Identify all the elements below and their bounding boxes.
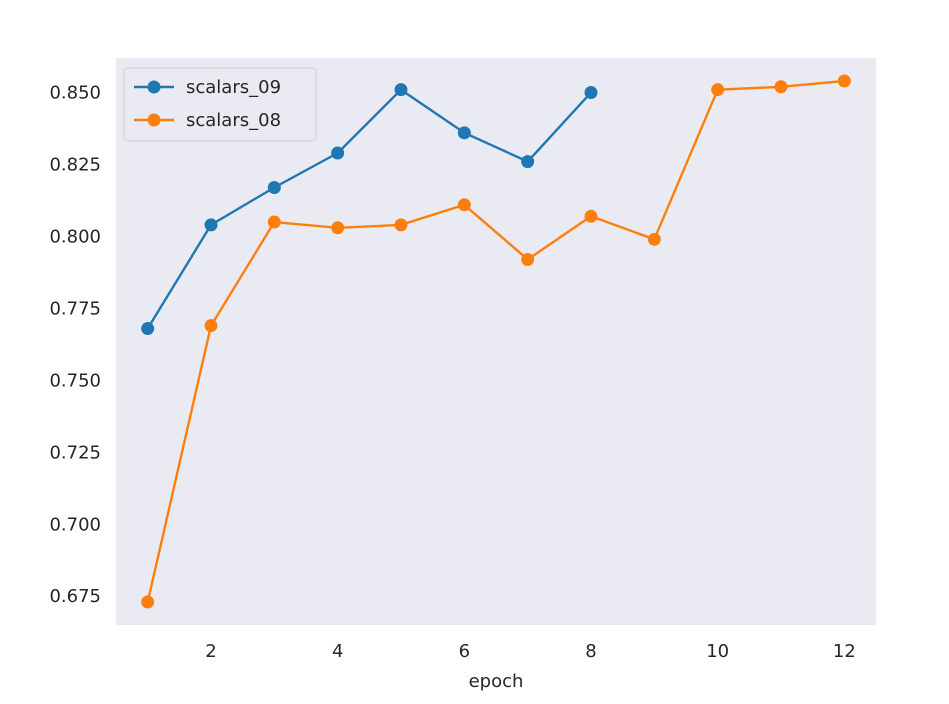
x-axis-label: epoch bbox=[469, 671, 524, 692]
legend-label: scalars_08 bbox=[186, 110, 281, 131]
legend-label: scalars_09 bbox=[186, 77, 281, 98]
legend-entry: scalars_09 bbox=[134, 77, 281, 98]
legend-entry: scalars_08 bbox=[134, 110, 281, 131]
y-tick-label: 0.850 bbox=[49, 83, 101, 104]
y-tick-label: 0.750 bbox=[49, 370, 101, 391]
plot-background bbox=[116, 58, 876, 625]
series-scalars_08 bbox=[141, 74, 851, 609]
data-point bbox=[267, 215, 281, 229]
data-point bbox=[457, 198, 471, 212]
y-tick-label: 0.725 bbox=[49, 442, 101, 463]
y-tick-label: 0.800 bbox=[49, 226, 101, 247]
x-tick-label: 10 bbox=[706, 641, 729, 662]
data-point bbox=[394, 83, 408, 97]
data-point bbox=[711, 83, 725, 97]
data-point bbox=[267, 181, 281, 195]
data-point bbox=[584, 209, 598, 223]
data-point bbox=[141, 595, 155, 609]
legend-marker bbox=[147, 80, 161, 94]
x-tick-label: 4 bbox=[332, 641, 343, 662]
data-point bbox=[331, 221, 345, 235]
data-point bbox=[331, 146, 345, 160]
series-line bbox=[146, 88, 592, 330]
x-tick-label: 8 bbox=[585, 641, 596, 662]
series-layer bbox=[141, 74, 851, 609]
y-axis-ticks: 0.675 0.700 0.725 0.750 0.775 0.800 0.825 0.850 bbox=[49, 83, 101, 608]
data-point bbox=[837, 74, 851, 88]
x-tick-label: 2 bbox=[205, 641, 216, 662]
data-point bbox=[521, 252, 535, 266]
data-point bbox=[204, 218, 218, 232]
legend: scalars_09 scalars_08 bbox=[123, 67, 317, 142]
data-point bbox=[774, 80, 788, 94]
data-point bbox=[141, 322, 155, 336]
legend-marker bbox=[147, 113, 161, 127]
x-axis-ticks: 2 4 6 8 10 12 bbox=[205, 641, 856, 662]
series-scalars_09 bbox=[141, 83, 598, 336]
y-tick-label: 0.775 bbox=[49, 298, 101, 319]
data-point bbox=[647, 232, 661, 246]
data-point bbox=[204, 319, 218, 333]
data-point bbox=[521, 155, 535, 169]
y-tick-label: 0.675 bbox=[49, 586, 101, 607]
x-tick-label: 12 bbox=[833, 641, 856, 662]
data-point bbox=[584, 86, 598, 100]
y-tick-label: 0.825 bbox=[49, 154, 101, 175]
series-line bbox=[146, 79, 845, 603]
data-point bbox=[394, 218, 408, 232]
x-tick-label: 6 bbox=[459, 641, 470, 662]
y-tick-label: 0.700 bbox=[49, 514, 101, 535]
data-point bbox=[457, 126, 471, 140]
